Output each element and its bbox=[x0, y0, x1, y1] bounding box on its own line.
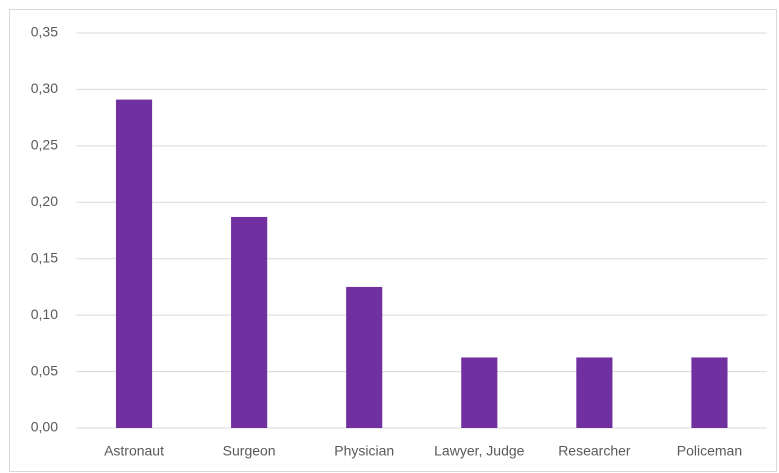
bar bbox=[346, 286, 383, 428]
y-tick-label: 0,15 bbox=[31, 249, 58, 265]
x-tick-label: Lawyer, Judge bbox=[434, 443, 524, 459]
y-tick-label: 0,00 bbox=[31, 419, 58, 435]
x-tick-label: Physician bbox=[334, 443, 394, 459]
y-tick-label: 0,10 bbox=[31, 306, 58, 322]
y-tick-label: 0,05 bbox=[31, 362, 58, 378]
y-tick-label: 0,20 bbox=[31, 193, 58, 209]
bar bbox=[576, 357, 613, 428]
x-tick-label: Policeman bbox=[677, 443, 742, 459]
y-tick-label: 0,30 bbox=[31, 80, 58, 96]
y-tick-label: 0,25 bbox=[31, 137, 58, 153]
y-tick-label: 0,35 bbox=[31, 24, 58, 40]
bar bbox=[691, 357, 728, 428]
bar bbox=[461, 357, 498, 428]
x-tick-label: Researcher bbox=[558, 443, 631, 459]
bar bbox=[231, 216, 268, 428]
bar bbox=[115, 99, 153, 428]
x-tick-label: Astronaut bbox=[104, 443, 164, 459]
x-tick-label: Surgeon bbox=[223, 443, 276, 459]
